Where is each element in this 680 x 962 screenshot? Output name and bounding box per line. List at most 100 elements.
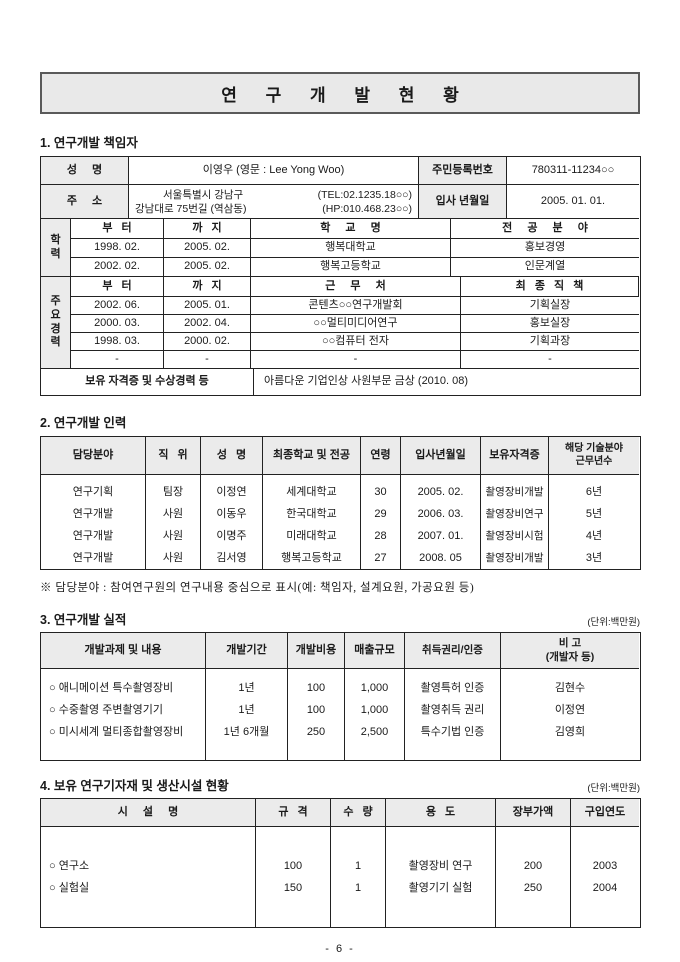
career-col-header: 최 종 직 책 — [461, 277, 639, 297]
career-cell: - — [251, 351, 461, 369]
s2-cell: 3년 — [585, 552, 603, 564]
s2-cell: 한국대학교 — [286, 508, 337, 520]
cert-value: 아름다운 기업인상 사원부문 금상 (2010. 08) — [264, 375, 469, 388]
s2-cell: 사원 — [162, 552, 184, 564]
edu-cell: 인문계열 — [451, 258, 639, 277]
s3-cell: 김현수 — [554, 682, 586, 694]
s3-col-header: 비 고 (개발자 등) — [501, 633, 639, 669]
s2-cell: 2007. 01. — [417, 530, 464, 542]
career-label: 주 요 경 력 — [41, 277, 71, 369]
name-value: 이영우 (영문 : Lee Yong Woo) — [129, 157, 419, 185]
s4-col-header: 구입연도 — [571, 799, 639, 827]
s2-col-header: 성 명 — [201, 437, 263, 475]
s3-cell: ○ 애니메이션 특수촬영장비 — [49, 682, 174, 694]
address-label: 주 소 — [41, 185, 129, 219]
document-title-box: 연 구 개 발 현 황 — [40, 72, 640, 114]
cert-label: 보유 자격증 및 수상경력 등 — [41, 369, 254, 395]
career-cell: 기획실장 — [461, 297, 639, 315]
career-cell: - — [461, 351, 639, 369]
s2-cell: 행복고등학교 — [281, 552, 342, 564]
s3-col-header: 개발과제 및 내용 — [41, 633, 206, 669]
career-cell: ○○컴퓨터 전자 — [251, 333, 461, 351]
s4-col-header: 용 도 — [386, 799, 496, 827]
s2-cell: 팀장 — [162, 486, 184, 498]
s2-col-header: 직 위 — [146, 437, 201, 475]
edu-col-header: 전 공 분 야 — [451, 219, 639, 239]
s4-cell: ○ 실험실 — [49, 882, 90, 894]
career-cell: - — [71, 351, 164, 369]
s2-cell: 사원 — [162, 508, 184, 520]
career-cell: 2002. 04. — [164, 315, 251, 333]
career-col-header: 근 무 처 — [251, 277, 461, 297]
career-cell: - — [164, 351, 251, 369]
s2-col-header: 연령 — [361, 437, 401, 475]
s2-cell: 이동우 — [216, 508, 247, 520]
join-date-label: 입사 년월일 — [419, 185, 507, 219]
s3-cell: ○ 수중촬영 주변촬영기기 — [49, 704, 163, 716]
career-cell: ○○멀티미디어연구 — [251, 315, 461, 333]
s3-cell: 촬영특허 인증 — [420, 682, 485, 694]
s2-col-header: 해당 기술분야 근무년수 — [549, 437, 639, 475]
career-col-header: 까 지 — [164, 277, 251, 297]
name-label: 성 명 — [41, 157, 129, 185]
s4-cell: 150 — [283, 882, 303, 894]
career-cell: 2000. 03. — [71, 315, 164, 333]
section4-heading: 4. 보유 연구기자재 및 생산시설 현황 — [40, 779, 229, 793]
career-cell: 2005. 01. — [164, 297, 251, 315]
s4-cell: ○ 연구소 — [49, 860, 90, 872]
s3-cell: 1년 — [238, 704, 255, 716]
s3-cell: 100 — [306, 704, 326, 716]
edu-cell: 2005. 02. — [164, 258, 251, 277]
edu-cell: 행복고등학교 — [251, 258, 451, 277]
career-cell: 기획과장 — [461, 333, 639, 351]
s2-cell: 5년 — [585, 508, 603, 520]
s2-cell: 29 — [374, 508, 387, 520]
section2-table: 담당분야 직 위 성 명 최종학교 및 전공 연령 입사년월일 보유자격증 해당… — [40, 436, 641, 570]
s4-cell: 100 — [283, 860, 303, 872]
s4-cell: 촬영장비 연구 — [408, 860, 473, 872]
career-cell: 1998. 03. — [71, 333, 164, 351]
section1-table: 성 명 이영우 (영문 : Lee Yong Woo) 주민등록번호 78031… — [40, 156, 641, 396]
section4-table: 시 설 명 규 격 수 량 용 도 장부가액 구입연도 ○ 연구소 ○ 실험실 … — [40, 798, 641, 928]
edu-cell: 1998. 02. — [71, 239, 164, 258]
s3-cell: 1,000 — [360, 704, 389, 716]
page-number: - 6 - — [325, 943, 355, 955]
s2-col-header: 담당분야 — [41, 437, 146, 475]
s4-col-header: 수 량 — [331, 799, 386, 827]
section3-table: 개발과제 및 내용 개발기간 개발비용 매출규모 취득권리/인증 비 고 (개발… — [40, 632, 641, 761]
s3-col-header: 개발기간 — [206, 633, 288, 669]
s2-cell: 2006. 03. — [417, 508, 464, 520]
edu-cell: 2002. 02. — [71, 258, 164, 277]
career-cell: 2002. 06. — [71, 297, 164, 315]
s3-col-header: 개발비용 — [288, 633, 345, 669]
s3-cell: 김영희 — [554, 726, 586, 738]
edu-col-header: 학 교 명 — [251, 219, 451, 239]
s4-cell: 촬영기기 실험 — [408, 882, 473, 894]
edu-col-header: 부 터 — [71, 219, 164, 239]
s4-col-header: 장부가액 — [496, 799, 571, 827]
s3-cell: 100 — [306, 682, 326, 694]
s3-col-header: 취득권리/인증 — [405, 633, 501, 669]
s2-cell: 28 — [374, 530, 387, 542]
edu-cell: 홍보경영 — [451, 239, 639, 258]
s3-cell: 이정연 — [554, 704, 586, 716]
address-tel: (TEL:02.1235.18○○) — [317, 188, 412, 201]
s2-col-header: 최종학교 및 전공 — [263, 437, 361, 475]
s3-cell: 2,500 — [360, 726, 389, 738]
s3-cell: ○ 미시세계 멀티종합촬영장비 — [49, 726, 184, 738]
s2-col-header: 보유자격증 — [481, 437, 549, 475]
s2-cell: 2005. 02. — [417, 486, 464, 498]
career-cell: 홍보실장 — [461, 315, 639, 333]
s2-cell: 촬영장비개발 — [485, 486, 544, 498]
s3-cell: 촬영취득 권리 — [420, 704, 485, 716]
s2-cell: 6년 — [585, 486, 603, 498]
career-cell: 콘텐츠○○연구개발회 — [251, 297, 461, 315]
s4-cell: 1 — [354, 860, 362, 872]
s2-cell: 김서영 — [216, 552, 247, 564]
section4-unit-label: (단위:백만원) — [587, 783, 640, 794]
s2-cell: 촬영장비연구 — [485, 508, 544, 520]
s3-cell: 특수기법 인증 — [420, 726, 485, 738]
address-line2: 강남대로 75번길 (역삼동) — [135, 202, 247, 215]
education-label: 학 력 — [41, 219, 71, 277]
